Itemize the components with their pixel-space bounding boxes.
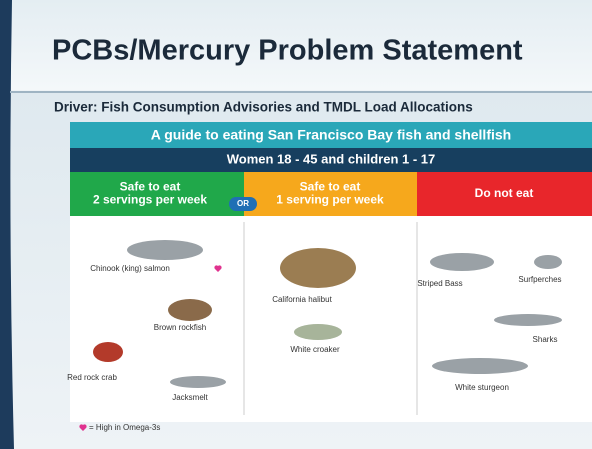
slide: PCBs/Mercury Problem Statement Driver: F… (0, 0, 592, 449)
fish-label: White sturgeon (455, 383, 509, 392)
column-heading: Safe to eat (120, 180, 181, 194)
fish-label: Surfperches (518, 275, 561, 284)
fish-icon (494, 314, 562, 326)
fish-icon (127, 240, 203, 260)
slide-canvas: PCBs/Mercury Problem Statement Driver: F… (0, 0, 592, 449)
fish-icon (432, 358, 528, 374)
or-label: OR (237, 199, 249, 208)
slide-title: PCBs/Mercury Problem Statement (52, 35, 523, 67)
crab-icon (93, 342, 123, 362)
slide-subtitle: Driver: Fish Consumption Advisories and … (54, 100, 473, 115)
left-stripe (0, 0, 14, 449)
column-heading: Safe to eat (300, 180, 361, 194)
fish-label: Red rock crab (67, 373, 117, 382)
fish-label: Striped Bass (417, 279, 462, 288)
fish-label: California halibut (272, 295, 332, 304)
fish-label: Jacksmelt (172, 393, 208, 402)
fish-label: White croaker (290, 345, 340, 354)
fish-icon (168, 299, 212, 321)
fish-label: Sharks (533, 335, 558, 344)
guide-title: A guide to eating San Francisco Bay fish… (151, 127, 511, 143)
legend-heart (79, 424, 86, 431)
fish-icon (294, 324, 342, 340)
column-heading: Do not eat (475, 186, 534, 200)
fish-icon (170, 376, 226, 388)
fish-icon (280, 248, 356, 288)
column-heading: 2 servings per week (93, 193, 207, 207)
audience: Women 18 - 45 and children 1 - 17 (227, 151, 436, 166)
fish-icon (430, 253, 494, 271)
column-heading: 1 serving per week (276, 193, 384, 207)
legend: = High in Omega-3s (89, 423, 160, 432)
fish-icon (534, 255, 562, 269)
fish-label: Chinook (king) salmon (90, 264, 170, 273)
fish-label: Brown rockfish (154, 323, 206, 332)
